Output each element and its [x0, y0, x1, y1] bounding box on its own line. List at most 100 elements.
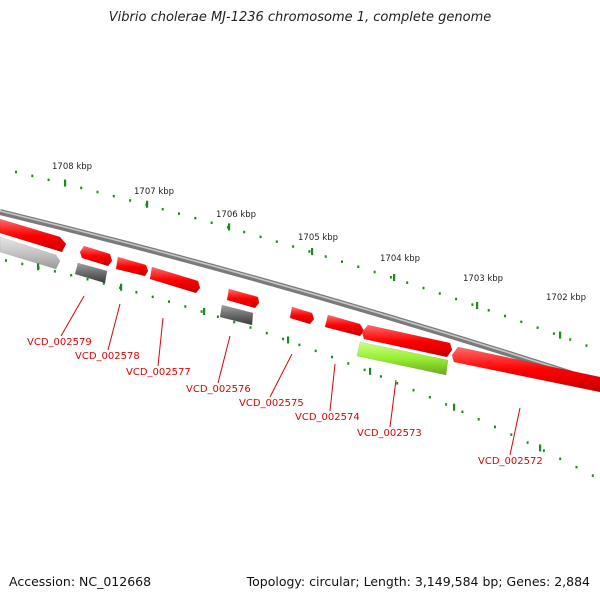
outer-minor-tick	[552, 332, 555, 335]
inner-minor-tick	[363, 368, 366, 372]
inner-major-tick	[120, 283, 123, 291]
gene-label: VCD_002576	[186, 384, 251, 395]
outer-minor-tick	[15, 170, 17, 174]
inner-minor-tick	[428, 395, 431, 399]
outer-minor-tick	[373, 270, 376, 274]
inner-minor-tick	[542, 449, 545, 452]
kbp-tick-label: 1702 kbp	[546, 293, 586, 303]
kbp-tick-label: 1703 kbp	[463, 274, 503, 284]
outer-minor-tick	[259, 235, 262, 239]
outer-minor-tick	[389, 276, 392, 279]
inner-minor-tick	[559, 457, 562, 461]
outer-major-tick	[146, 200, 149, 208]
outer-minor-tick	[80, 186, 83, 190]
inner-minor-tick	[477, 418, 480, 421]
inner-minor-tick	[282, 337, 285, 341]
outer-minor-tick	[210, 221, 213, 224]
inner-minor-tick	[412, 388, 415, 392]
gene-label-leader	[107, 303, 121, 351]
gene-label-group: VCD_002579 VCD_002578 VCD_002577 VCD_002576…	[27, 295, 543, 467]
inner-major-tick	[203, 308, 206, 316]
gene-label-leader	[60, 295, 85, 337]
outer-major-tick	[311, 248, 314, 256]
outer-minor-tick	[226, 226, 229, 229]
gene-label-leader	[217, 335, 231, 384]
inner-minor-tick	[265, 331, 268, 335]
outer-minor-tick	[194, 216, 197, 220]
gene-arrow-light	[0, 236, 61, 270]
inner-minor-tick	[86, 278, 89, 281]
gene-label-leader	[509, 407, 521, 456]
inner-minor-tick	[331, 355, 333, 359]
gene-label-leader	[157, 317, 164, 367]
inner-minor-tick	[151, 295, 154, 299]
outer-tick-ring	[15, 170, 588, 347]
inner-major-tick	[369, 367, 372, 375]
gene-track	[0, 218, 600, 393]
inner-minor-tick	[216, 315, 219, 318]
outer-major-tick	[393, 274, 396, 282]
gene-arrow	[289, 306, 315, 325]
kbp-tick-label: 1705 kbp	[298, 233, 338, 243]
inner-minor-tick	[510, 433, 513, 436]
inner-minor-tick	[494, 425, 496, 429]
gene-label-leader	[269, 353, 293, 398]
inner-major-tick	[287, 336, 290, 344]
outer-minor-tick	[161, 207, 164, 211]
outer-minor-tick	[569, 338, 572, 341]
gene-arrow	[115, 256, 149, 277]
inner-minor-tick	[445, 403, 448, 406]
inner-minor-tick	[168, 300, 170, 303]
inner-minor-tick	[396, 382, 399, 385]
outer-minor-tick	[341, 260, 343, 263]
outer-minor-tick	[504, 314, 506, 318]
inner-minor-tick	[135, 290, 138, 294]
gene-arrow	[0, 218, 67, 253]
outer-minor-tick	[422, 286, 425, 290]
genome-summary-text: Topology: circular; Length: 3,149,584 bp…	[246, 574, 590, 589]
gene-label: VCD_002575	[239, 398, 304, 409]
outer-minor-tick	[438, 292, 441, 295]
chromosome-backbone	[0, 209, 600, 386]
gene-arrow	[226, 288, 260, 309]
inner-minor-tick	[379, 375, 382, 378]
kbp-tick-label: 1706 kbp	[216, 210, 256, 220]
gene-arrow-highlight	[356, 341, 449, 376]
outer-minor-tick	[520, 320, 523, 324]
outer-minor-tick	[275, 240, 278, 243]
outer-minor-tick	[471, 303, 474, 306]
outer-minor-tick	[47, 178, 50, 182]
gene-arrow-gray	[219, 304, 254, 326]
chromosome-backbone-highlight	[0, 210, 600, 383]
gene-label: VCD_002573	[357, 428, 422, 439]
inner-minor-tick	[575, 465, 578, 469]
outer-major-tick	[476, 301, 479, 309]
outer-minor-tick	[112, 194, 115, 198]
inner-minor-tick	[5, 259, 7, 262]
inner-minor-tick	[347, 362, 350, 365]
gene-arrow	[451, 346, 600, 393]
inner-major-tick	[539, 444, 542, 452]
kbp-tick-label: 1704 kbp	[380, 254, 420, 264]
outer-minor-tick	[536, 326, 539, 329]
gene-arrow	[79, 245, 113, 267]
inner-minor-tick	[526, 441, 529, 444]
inner-minor-tick	[298, 343, 301, 347]
gene-label: VCD_002572	[478, 456, 543, 467]
outer-minor-tick	[455, 297, 458, 301]
inner-minor-tick	[461, 410, 464, 414]
inner-minor-tick	[70, 273, 73, 277]
gene-arrow	[361, 324, 453, 358]
gene-arrow	[324, 314, 365, 337]
outer-minor-tick	[406, 281, 409, 284]
inner-minor-tick	[184, 305, 187, 308]
gene-label: VCD_002578	[75, 351, 140, 362]
map-title: Vibrio cholerae MJ-1236 chromosome 1, co…	[108, 10, 492, 25]
inner-tick-ring	[5, 259, 594, 477]
inner-minor-tick	[21, 262, 24, 266]
gene-label-leader	[329, 363, 336, 412]
gene-label-leader	[389, 379, 397, 428]
accession-text: Accession: NC_012668	[9, 574, 152, 589]
